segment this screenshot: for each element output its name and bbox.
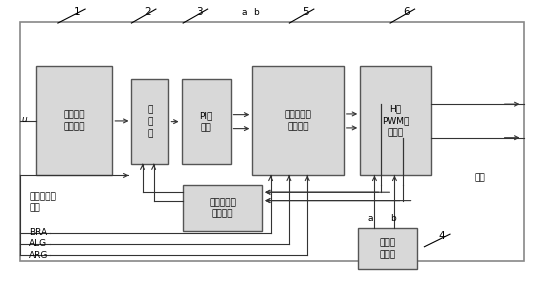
Text: 速度负反馈
信号: 速度负反馈 信号 — [29, 192, 56, 212]
Text: b: b — [390, 214, 396, 223]
Text: b: b — [253, 8, 258, 17]
Bar — [358, 228, 417, 269]
Bar — [132, 79, 168, 164]
Text: 调制及逻辑
保护电路: 调制及逻辑 保护电路 — [284, 110, 311, 131]
Text: 减
法
器: 减 法 器 — [147, 105, 152, 138]
Text: a: a — [241, 8, 247, 17]
Bar — [20, 22, 524, 261]
Text: 5: 5 — [302, 8, 309, 17]
Bar — [183, 185, 262, 231]
Text: ALG: ALG — [29, 239, 47, 248]
Text: 1: 1 — [74, 8, 80, 17]
Bar — [360, 66, 431, 175]
Text: 三角波
发生器: 三角波 发生器 — [379, 238, 395, 259]
Text: 2: 2 — [145, 8, 151, 17]
Bar — [181, 79, 230, 164]
Text: 局部电压负
反馈信号: 局部电压负 反馈信号 — [209, 198, 236, 219]
Text: ARG: ARG — [29, 251, 49, 260]
Text: BRA: BRA — [29, 228, 47, 237]
Text: PI校
正器: PI校 正器 — [199, 111, 213, 132]
Text: 滤波及输
入放大器: 滤波及输 入放大器 — [63, 110, 85, 131]
Text: H桥
PWM功
率变换: H桥 PWM功 率变换 — [382, 105, 409, 137]
Text: a: a — [367, 214, 373, 223]
Bar — [252, 66, 344, 175]
Bar — [36, 66, 112, 175]
Text: 电机: 电机 — [474, 174, 485, 183]
Text: 4: 4 — [438, 231, 445, 241]
Text: 3: 3 — [196, 8, 203, 17]
Text: u: u — [22, 115, 27, 124]
Text: 6: 6 — [403, 8, 410, 17]
